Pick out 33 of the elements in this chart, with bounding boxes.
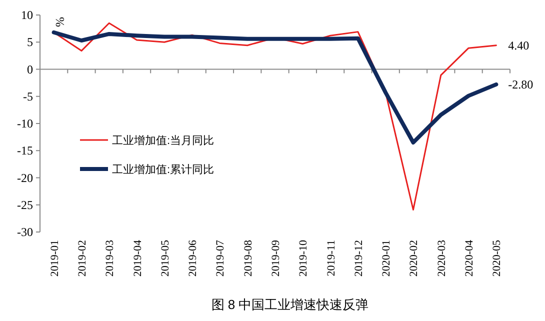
y-tick-label: -15 (17, 144, 33, 158)
y-tick-label: 10 (21, 8, 33, 22)
y-tick-label: -10 (17, 116, 33, 130)
x-tick-label: 2020-02 (408, 240, 420, 277)
x-tick-label: 2019-05 (159, 240, 172, 277)
x-tick-label: 2019-07 (214, 240, 227, 277)
x-tick-label: 2020-01 (380, 240, 393, 277)
x-tick-label: 2019-01 (48, 240, 61, 277)
y-tick-label: 5 (27, 35, 33, 50)
y-axis-title: % (53, 17, 67, 27)
data-label: 4.40 (508, 38, 530, 52)
x-tick-label: 2020-03 (436, 240, 448, 277)
data-label: -2.80 (508, 77, 534, 92)
x-tick-label: 2020-05 (491, 240, 504, 277)
line-series (52, 30, 498, 144)
y-tick-label: -20 (17, 170, 33, 185)
y-tick-label: -30 (17, 225, 33, 239)
x-tick-label: 2019-11 (325, 240, 338, 276)
x-tick-label: 2019-03 (104, 240, 116, 277)
x-tick-label: 2019-02 (76, 240, 88, 277)
x-tick-label: 2019-10 (298, 240, 310, 277)
x-tick-label: 2019-09 (270, 240, 282, 277)
x-tick-label: 2020-04 (464, 240, 476, 277)
text: 图 8 中国工业增速快速反弹 (211, 297, 369, 312)
y-tick-label: -5 (23, 89, 33, 104)
x-tick-label: 2019-06 (187, 240, 200, 277)
legend-label: 工业增加值:当月同比 (112, 134, 214, 147)
x-tick-label: 2019-04 (132, 240, 144, 277)
y-tick-label: -25 (17, 198, 33, 212)
y-tick-label: 0 (27, 62, 33, 76)
x-tick-label: 2019-12 (352, 240, 365, 277)
legend-label: 工业增加值:累计同比 (112, 163, 214, 176)
x-tick-label: 2019-08 (242, 240, 254, 277)
